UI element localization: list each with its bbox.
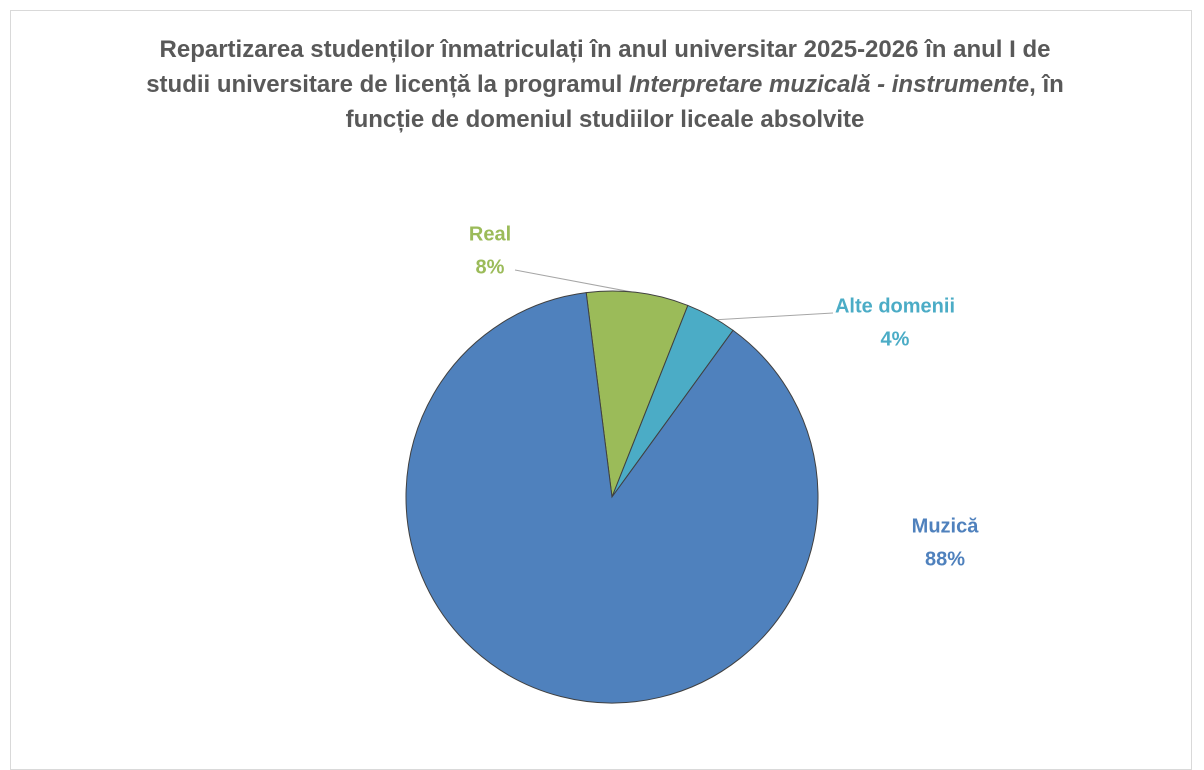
slice-label: Alte domenii (835, 295, 955, 317)
leader-line (711, 312, 834, 321)
slice-label: Real (469, 223, 511, 245)
slice-value: 4% (881, 328, 910, 350)
slice-value: 88% (925, 548, 965, 570)
slice-label: Muzică (912, 515, 980, 537)
slice-value: 8% (476, 256, 505, 278)
leader-line (514, 269, 638, 294)
pie-slice (405, 292, 819, 704)
pie-slice (585, 290, 689, 498)
chart-title: Repartizarea studenților înmatriculați î… (140, 32, 1070, 137)
title-part: Interpretare muzicală - instrumente (629, 71, 1030, 98)
title-part: Repartizarea studenților înmatriculați î… (146, 36, 1051, 98)
title-part: , în funcție de domeniul studiilor licea… (345, 71, 1064, 133)
